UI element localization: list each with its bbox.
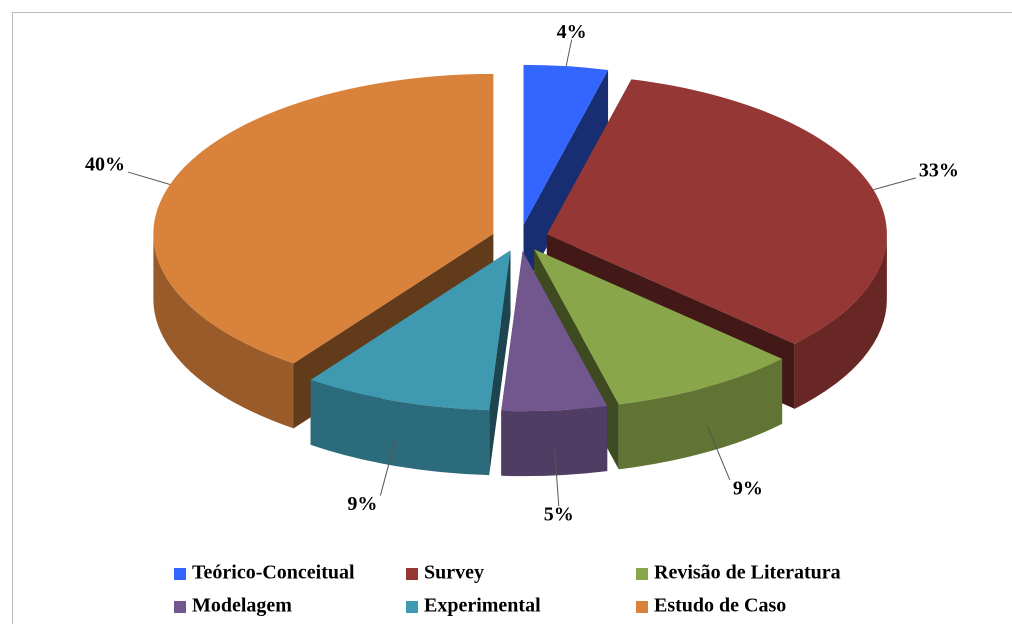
slice-wall: [794, 234, 887, 409]
legend-label: Survey: [424, 562, 484, 584]
leader-line: [379, 439, 396, 496]
slice-wall: [310, 379, 490, 476]
leader-line: [565, 39, 573, 67]
legend-label: Teórico-Conceitual: [192, 562, 355, 584]
data-label: 9%: [347, 493, 377, 515]
legend-swatch: [174, 568, 186, 580]
legend-label: Revisão de Literatura: [654, 562, 841, 584]
pie-slice: [501, 251, 608, 477]
chart-frame: [12, 12, 1012, 624]
pie-slice: [523, 64, 609, 290]
slice-top: [310, 250, 511, 411]
data-label: 5%: [544, 504, 574, 526]
slice-top: [523, 64, 609, 225]
legend-label: Estudo de Caso: [654, 595, 786, 617]
slice-side: [523, 69, 609, 290]
legend-label: Modelagem: [192, 595, 292, 617]
legend-label: Experimental: [424, 595, 541, 617]
slice-wall: [618, 358, 783, 470]
slice-wall: [501, 406, 608, 477]
leader-line: [554, 449, 560, 507]
data-label: 9%: [733, 478, 763, 500]
slice-top: [546, 79, 887, 344]
slice-wall: [153, 233, 294, 429]
data-label: 40%: [85, 154, 125, 176]
data-label: 4%: [557, 21, 587, 43]
pie-slice: [534, 249, 783, 470]
data-label: 33%: [919, 159, 959, 181]
slice-top: [153, 73, 494, 364]
legend-swatch: [636, 568, 648, 580]
legend-swatch: [406, 568, 418, 580]
leader-line: [127, 171, 171, 185]
legend-swatch: [636, 601, 648, 613]
slice-top: [501, 251, 608, 412]
legend-swatch: [406, 601, 418, 613]
slice-top: [534, 249, 783, 405]
leader-line: [873, 177, 916, 191]
leader-line: [706, 425, 731, 481]
legend-swatch: [174, 601, 186, 613]
pie-slice: [310, 250, 511, 476]
